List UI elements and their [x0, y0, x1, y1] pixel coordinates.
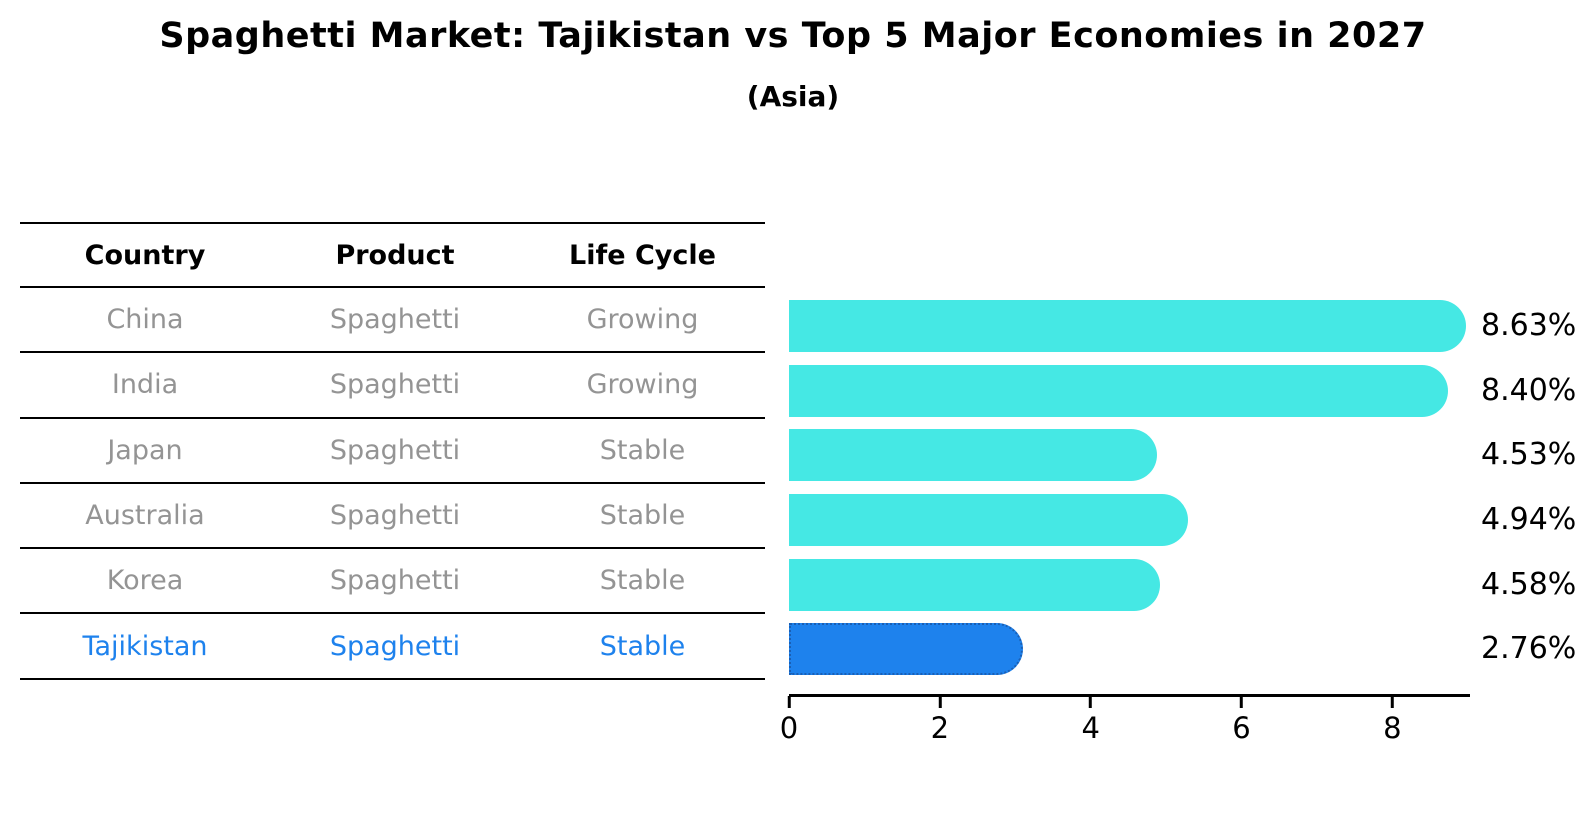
- x-tick-label: 0: [779, 711, 799, 745]
- x-tick-4: 4: [1081, 696, 1100, 745]
- x-tick-mark: [787, 696, 791, 708]
- bar-row-australia: 4.94%: [789, 494, 1576, 547]
- table-row-korea: Korea Spaghetti Stable: [20, 549, 765, 615]
- cell-country: Korea: [106, 565, 184, 597]
- cell-lifecycle: Stable: [599, 630, 686, 662]
- x-tick-label: 4: [1081, 711, 1100, 745]
- x-tick-label: 2: [930, 711, 950, 745]
- bar-plot: 8.63% 8.40% 4.53% 4.94% 4.58% 2.76%: [789, 300, 1576, 676]
- bar-australia: [789, 494, 1188, 547]
- country-table: Country Product Life Cycle China Spaghet…: [20, 222, 765, 680]
- cell-product: Spaghetti: [329, 630, 461, 662]
- chart-title: Spaghetti Market: Tajikistan vs Top 5 Ma…: [159, 16, 1427, 56]
- x-tick-label: 8: [1383, 711, 1402, 745]
- column-header-lifecycle: Life Cycle: [569, 239, 716, 271]
- x-tick-mark: [938, 696, 942, 708]
- bar-value-tajikistan: 2.76%: [1481, 631, 1577, 667]
- bar-value-india: 8.40%: [1481, 372, 1577, 408]
- x-tick-mark: [1240, 696, 1244, 708]
- x-tick-8: 8: [1383, 696, 1402, 745]
- x-tick-2: 2: [931, 696, 949, 745]
- x-axis: 0 2 4 6 8: [780, 694, 1470, 754]
- column-header-product: Product: [335, 239, 455, 271]
- cell-country: Australia: [85, 500, 205, 532]
- cell-country: Tajikistan: [82, 630, 208, 662]
- bar-row-tajikistan: 2.76%: [789, 623, 1576, 676]
- table-row-india: India Spaghetti Growing: [20, 353, 765, 419]
- cell-country: India: [111, 369, 179, 401]
- table-header-row: Country Product Life Cycle: [20, 222, 765, 288]
- bar-value-australia: 4.94%: [1481, 502, 1577, 538]
- x-tick-mark: [1089, 696, 1093, 708]
- x-axis-line: [789, 694, 1470, 697]
- cell-country: China: [106, 304, 184, 336]
- table-row-china: China Spaghetti Growing: [20, 288, 765, 354]
- bar-korea: [789, 558, 1161, 611]
- cell-product: Spaghetti: [329, 434, 461, 466]
- x-tick-mark: [1390, 696, 1394, 708]
- table-row-australia: Australia Spaghetti Stable: [20, 484, 765, 550]
- bar-china: [789, 300, 1466, 352]
- cell-product: Spaghetti: [329, 565, 461, 597]
- cell-lifecycle: Stable: [599, 500, 686, 532]
- cell-country: Japan: [107, 434, 183, 466]
- table-row-japan: Japan Spaghetti Stable: [20, 419, 765, 484]
- cell-product: Spaghetti: [329, 304, 461, 336]
- column-header-country: Country: [84, 239, 206, 271]
- bar-row-japan: 4.53%: [789, 429, 1576, 482]
- bar-value-china: 8.63%: [1481, 308, 1577, 343]
- bar-tajikistan: [789, 623, 1024, 676]
- cell-lifecycle: Growing: [586, 304, 699, 336]
- bar-row-korea: 4.58%: [789, 558, 1576, 611]
- cell-lifecycle: Growing: [586, 369, 699, 401]
- bar-row-china: 8.63%: [789, 300, 1576, 352]
- chart-subtitle: (Asia): [746, 80, 840, 113]
- bar-row-india: 8.40%: [789, 364, 1576, 417]
- bar-value-japan: 4.53%: [1481, 437, 1577, 473]
- bar-japan: [789, 429, 1157, 482]
- bar-value-korea: 4.58%: [1481, 566, 1577, 602]
- cell-lifecycle: Stable: [599, 565, 686, 597]
- cell-product: Spaghetti: [329, 500, 461, 532]
- bar-india: [789, 364, 1449, 417]
- cell-lifecycle: Stable: [599, 434, 686, 466]
- x-tick-label: 6: [1232, 711, 1251, 745]
- x-tick-0: 0: [780, 696, 798, 745]
- x-tick-6: 6: [1232, 696, 1251, 745]
- cell-product: Spaghetti: [329, 369, 461, 401]
- table-row-tajikistan: Tajikistan Spaghetti Stable: [20, 614, 765, 680]
